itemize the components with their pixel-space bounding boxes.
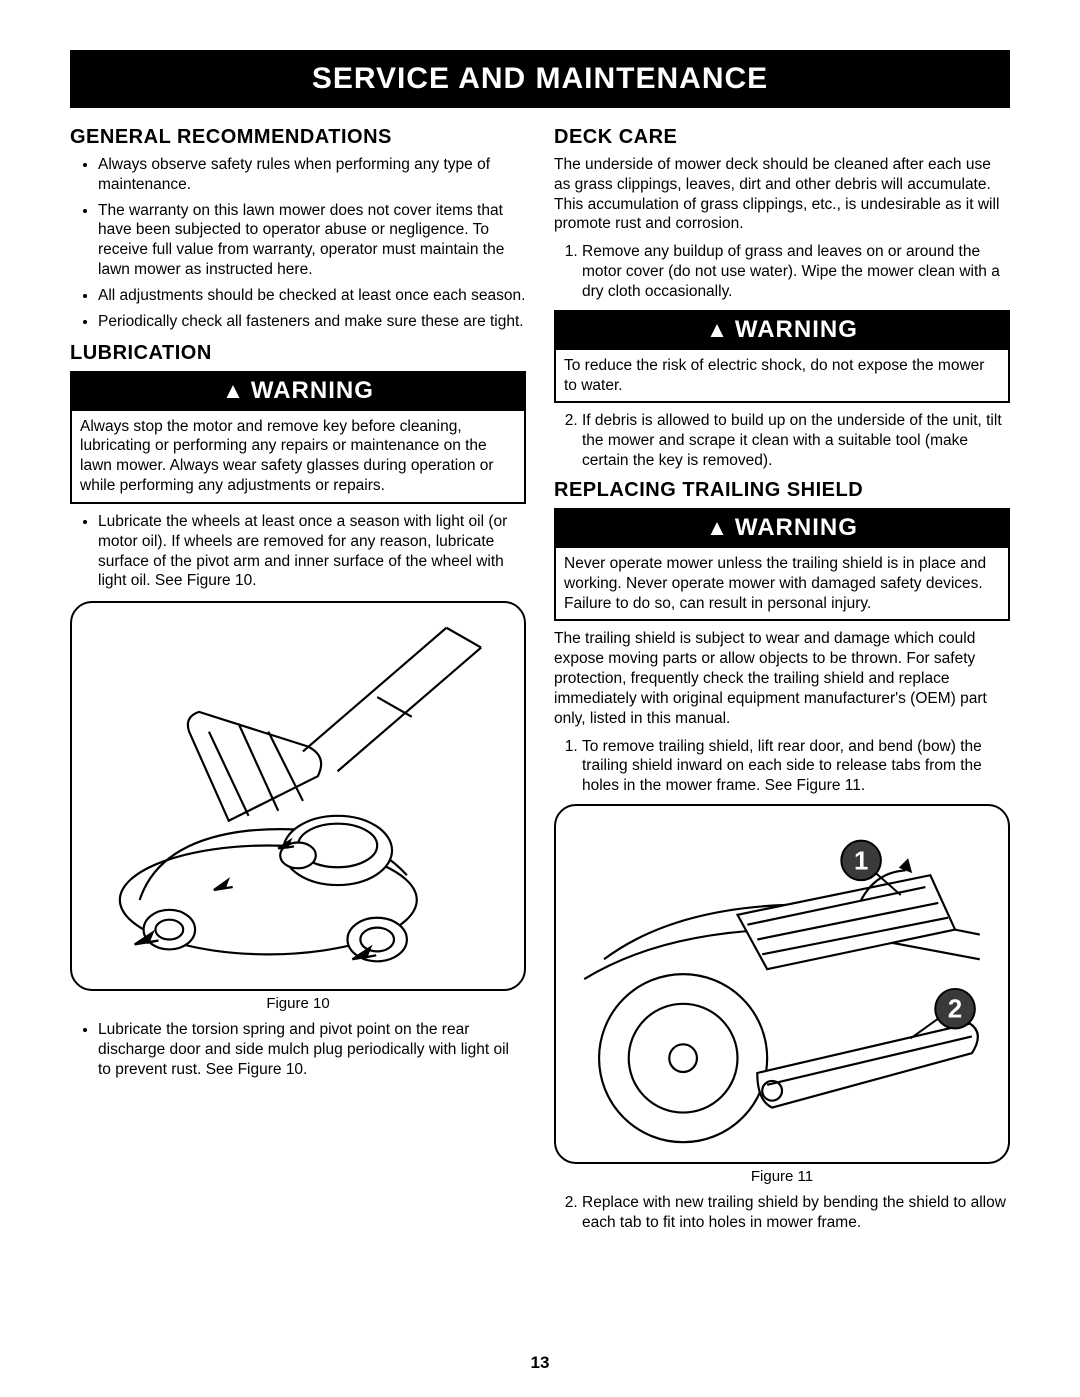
list-item: Lubricate the torsion spring and pivot p… <box>98 1020 526 1079</box>
page-number: 13 <box>0 1353 1080 1373</box>
trailing-list-2: Replace with new trailing shield by bend… <box>554 1193 1010 1233</box>
left-column: GENERAL RECOMMENDATIONS Always observe s… <box>70 126 526 1241</box>
warning-label: WARNING <box>735 514 858 542</box>
warning-trailing: ▲ WARNING Never operate mower unless the… <box>554 508 1010 621</box>
warning-triangle-icon: ▲ <box>706 517 729 539</box>
list-item: All adjustments should be checked at lea… <box>98 286 526 306</box>
figure-11: 1 2 <box>554 804 1010 1164</box>
warning-label: WARNING <box>735 316 858 344</box>
warning-label: WARNING <box>251 377 374 405</box>
warning-deck: ▲ WARNING To reduce the risk of electric… <box>554 310 1010 404</box>
callout-1-text: 1 <box>854 847 868 875</box>
figure-10-caption: Figure 10 <box>70 995 526 1012</box>
warning-body: To reduce the risk of electric shock, do… <box>556 350 1008 402</box>
warning-header: ▲ WARNING <box>556 510 1008 548</box>
list-item: Periodically check all fasteners and mak… <box>98 312 526 332</box>
list-item: The warranty on this lawn mower does not… <box>98 201 526 280</box>
deck-list-1: Remove any buildup of grass and leaves o… <box>554 242 1010 301</box>
heading-deck-care: DECK CARE <box>554 126 1010 149</box>
lubrication-bullets-1: Lubricate the wheels at least once a sea… <box>70 512 526 591</box>
page-banner: SERVICE AND MAINTENANCE <box>70 50 1010 108</box>
figure-11-caption: Figure 11 <box>554 1168 1010 1185</box>
shield-illustration: 1 2 <box>556 806 1008 1162</box>
lubrication-bullets-2: Lubricate the torsion spring and pivot p… <box>70 1020 526 1079</box>
heading-lubrication: LUBRICATION <box>70 342 526 365</box>
trailing-list-1: To remove trailing shield, lift rear doo… <box>554 737 1010 796</box>
list-item: To remove trailing shield, lift rear doo… <box>582 737 1010 796</box>
list-item: Replace with new trailing shield by bend… <box>582 1193 1010 1233</box>
warning-triangle-icon: ▲ <box>706 319 729 341</box>
deck-intro: The underside of mower deck should be cl… <box>554 155 1010 234</box>
warning-header: ▲ WARNING <box>72 373 524 411</box>
heading-trailing-shield: REPLACING TRAILING SHIELD <box>554 479 1010 502</box>
list-item: Always observe safety rules when perform… <box>98 155 526 195</box>
deck-list-2: If debris is allowed to build up on the … <box>554 411 1010 470</box>
list-item: Lubricate the wheels at least once a sea… <box>98 512 526 591</box>
right-column: DECK CARE The underside of mower deck sh… <box>554 126 1010 1241</box>
general-bullets: Always observe safety rules when perform… <box>70 155 526 332</box>
two-column-layout: GENERAL RECOMMENDATIONS Always observe s… <box>70 126 1010 1241</box>
warning-header: ▲ WARNING <box>556 312 1008 350</box>
warning-lubrication: ▲ WARNING Always stop the motor and remo… <box>70 371 526 504</box>
mower-illustration <box>72 603 524 989</box>
list-item: If debris is allowed to build up on the … <box>582 411 1010 470</box>
heading-general: GENERAL RECOMMENDATIONS <box>70 126 526 149</box>
list-item: Remove any buildup of grass and leaves o… <box>582 242 1010 301</box>
trailing-intro: The trailing shield is subject to wear a… <box>554 629 1010 728</box>
warning-body: Never operate mower unless the trailing … <box>556 548 1008 619</box>
callout-2-text: 2 <box>948 996 962 1024</box>
warning-triangle-icon: ▲ <box>222 380 245 402</box>
figure-10 <box>70 601 526 991</box>
warning-body: Always stop the motor and remove key bef… <box>72 411 524 502</box>
